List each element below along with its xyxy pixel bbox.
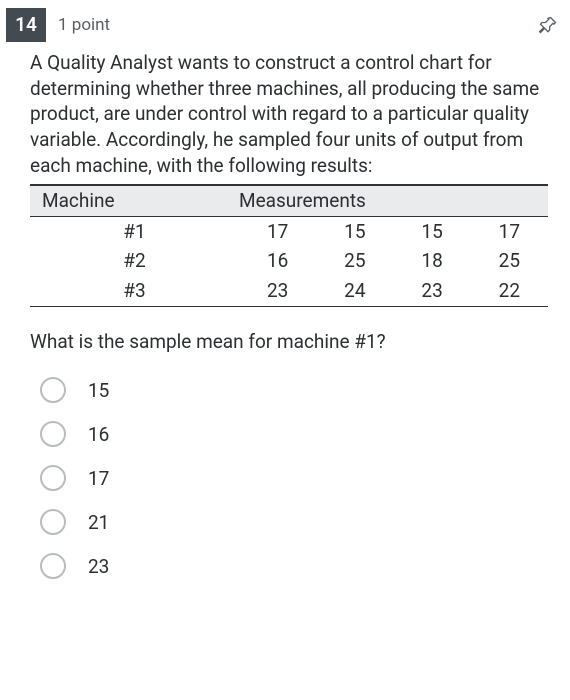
option-label: 23 (88, 554, 109, 580)
cell: 25 (316, 246, 393, 276)
cell: 23 (393, 276, 470, 306)
table-header-measurements: Measurements (239, 185, 548, 216)
table-header-machine: Machine (30, 185, 239, 216)
row-label: #1 (30, 216, 239, 246)
cell: 15 (393, 216, 470, 246)
radio-icon[interactable] (40, 421, 66, 447)
option-label: 15 (88, 378, 109, 404)
cell: 24 (316, 276, 393, 306)
data-table: Machine Measurements #1 17 15 15 17 #2 1… (30, 184, 548, 307)
table-row: #2 16 25 18 25 (30, 246, 548, 276)
table-row: #1 17 15 15 17 (30, 216, 548, 246)
option-label: 21 (88, 510, 109, 536)
cell: 17 (239, 216, 316, 246)
option-row[interactable]: 23 (40, 544, 548, 588)
radio-icon[interactable] (40, 509, 66, 535)
option-row[interactable]: 17 (40, 456, 548, 500)
option-label: 16 (88, 422, 109, 448)
option-row[interactable]: 15 (40, 368, 548, 412)
followup-question: What is the sample mean for machine #1? (30, 329, 548, 355)
question-content: A Quality Analyst wants to construct a c… (0, 46, 570, 598)
prompt-text: A Quality Analyst wants to construct a c… (30, 50, 548, 178)
row-label: #3 (30, 276, 239, 306)
option-row[interactable]: 16 (40, 412, 548, 456)
question-header: 14 1 point (0, 0, 570, 46)
cell: 15 (316, 216, 393, 246)
cell: 18 (393, 246, 470, 276)
row-label: #2 (30, 246, 239, 276)
radio-icon[interactable] (40, 553, 66, 579)
cell: 17 (471, 216, 548, 246)
cell: 23 (239, 276, 316, 306)
option-label: 17 (88, 466, 109, 492)
option-row[interactable]: 21 (40, 500, 548, 544)
radio-icon[interactable] (40, 465, 66, 491)
answer-options: 15 16 17 21 23 (30, 368, 548, 588)
radio-icon[interactable] (40, 377, 66, 403)
table-row: #3 23 24 23 22 (30, 276, 548, 306)
question-number-badge: 14 (6, 8, 46, 42)
cell: 25 (471, 246, 548, 276)
points-label: 1 point (58, 14, 110, 37)
pin-icon[interactable] (538, 15, 558, 35)
cell: 16 (239, 246, 316, 276)
cell: 22 (471, 276, 548, 306)
